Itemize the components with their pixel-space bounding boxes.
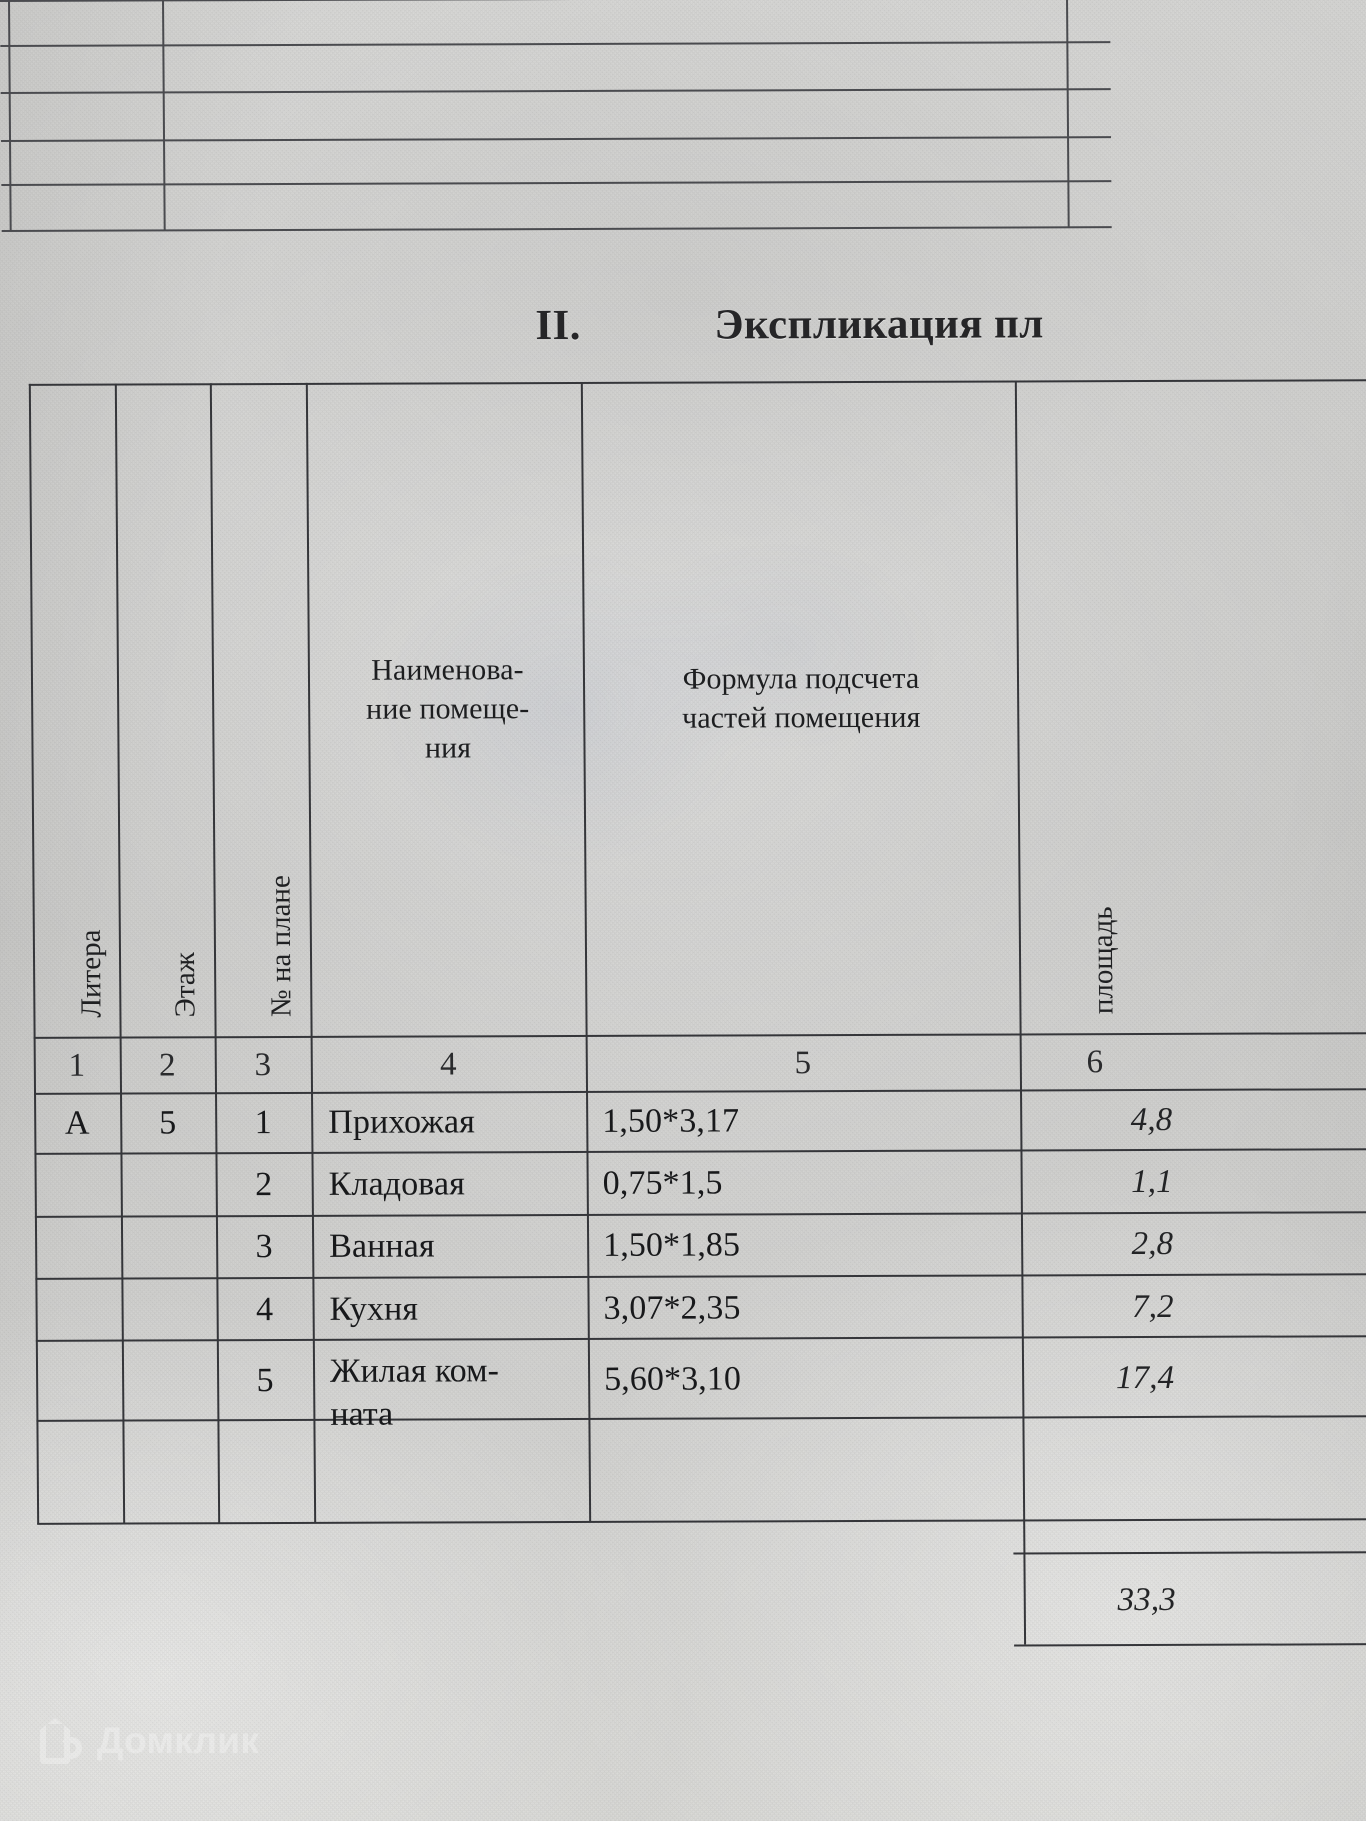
header-formula: Формула подсчета частей помещения [681, 661, 921, 735]
cell-area: 1,1 [1130, 1163, 1173, 1200]
cell-formula: 5,60*3,10 [603, 1360, 742, 1398]
watermark-brand: Домклик [97, 1720, 260, 1761]
col-border-formula [1014, 380, 1027, 1645]
colnum-2: 2 [158, 1046, 176, 1083]
cell-nomer: 2 [254, 1166, 273, 1204]
header-etazh: Этаж [168, 952, 202, 1018]
total-area: 33,3 [1117, 1581, 1176, 1618]
cell-area: 4,8 [1130, 1101, 1173, 1138]
cell-formula: 0,75*1,5 [602, 1164, 723, 1202]
cell-etazh [120, 1157, 215, 1213]
cell-nomer: 4 [255, 1291, 274, 1329]
rule-row5-bottom [37, 1518, 1366, 1525]
cell-etazh [121, 1282, 216, 1338]
colnum-4: 4 [439, 1045, 457, 1082]
cell-area: 2,8 [1131, 1225, 1174, 1262]
cell-formula: 3,07*2,35 [603, 1289, 741, 1327]
cell-nomer: 1 [254, 1104, 272, 1142]
rule-total-bottom [1014, 1643, 1366, 1647]
cell-name: Кладовая [328, 1165, 465, 1203]
cell-litera [35, 1220, 121, 1276]
cell-name: Кухня [329, 1290, 419, 1328]
cell-nomer: 5 [256, 1362, 274, 1400]
colnum-3: 3 [254, 1046, 272, 1083]
colnum-1: 1 [68, 1047, 86, 1084]
watermark: Домклик [40, 1718, 259, 1764]
cell-nomer: 3 [255, 1228, 273, 1266]
header-ploshad: площадь [1086, 906, 1120, 1015]
table-top-border [28, 379, 1366, 386]
cell-name: Прихожая [328, 1103, 476, 1141]
cell-etazh: 5 [159, 1104, 177, 1142]
cell-area: 17,4 [1115, 1359, 1175, 1396]
cell-litera [34, 1158, 120, 1214]
colnum-6: 6 [1086, 1043, 1104, 1080]
rule-total-top [1013, 1551, 1366, 1555]
cell-litera [36, 1345, 123, 1419]
cell-area: 7,2 [1131, 1288, 1174, 1325]
domclick-logo-icon [40, 1718, 84, 1764]
cell-name: Ванная [329, 1227, 435, 1265]
colnum-5: 5 [794, 1044, 812, 1081]
header-litera: Литера [74, 929, 108, 1018]
cell-formula: 1,50*1,85 [603, 1226, 741, 1264]
cell-litera: А [64, 1104, 90, 1142]
cell-etazh [121, 1219, 216, 1275]
cell-etazh [122, 1344, 218, 1418]
header-naименование: Наименова- ние помеще- ния [365, 653, 530, 765]
header-nomer: № на плане [264, 875, 298, 1018]
cell-name: Жилая ком- ната [329, 1352, 500, 1433]
cell-litera [35, 1283, 121, 1339]
cell-formula: 1,50*3,17 [602, 1102, 740, 1140]
